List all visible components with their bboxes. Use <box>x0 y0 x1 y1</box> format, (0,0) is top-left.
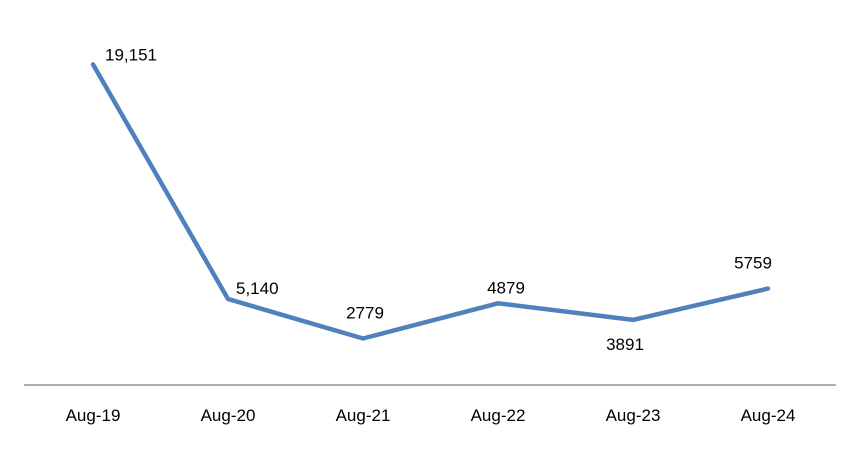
data-labels: 19,151 5,140 2779 4879 3891 5759 <box>105 45 772 353</box>
x-tick-labels: Aug-19 Aug-20 Aug-21 Aug-22 Aug-23 Aug-24 <box>66 406 796 425</box>
data-label: 2779 <box>346 303 384 322</box>
data-label: 4879 <box>487 278 525 297</box>
x-tick-label: Aug-22 <box>471 406 526 425</box>
x-tick-label: Aug-23 <box>606 406 661 425</box>
data-label: 5,140 <box>236 279 279 298</box>
data-label: 3891 <box>606 335 644 354</box>
x-tick-label: Aug-19 <box>66 406 121 425</box>
x-tick-label: Aug-21 <box>336 406 391 425</box>
data-label: 5759 <box>734 254 772 273</box>
x-tick-label: Aug-20 <box>201 406 256 425</box>
x-tick-label: Aug-24 <box>741 406 796 425</box>
data-label: 19,151 <box>105 45 157 64</box>
series-line <box>90 62 771 341</box>
